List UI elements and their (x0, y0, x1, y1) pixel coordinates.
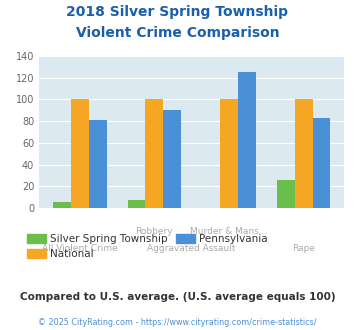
Text: Robbery: Robbery (136, 227, 173, 236)
Text: © 2025 CityRating.com - https://www.cityrating.com/crime-statistics/: © 2025 CityRating.com - https://www.city… (38, 318, 317, 327)
Text: 2018 Silver Spring Township: 2018 Silver Spring Township (66, 5, 289, 19)
Bar (146, 99, 163, 208)
Text: Murder & Mans...: Murder & Mans... (190, 227, 268, 236)
Bar (295, 99, 312, 208)
Text: Violent Crime Comparison: Violent Crime Comparison (76, 26, 279, 40)
Text: Compared to U.S. average. (U.S. average equals 100): Compared to U.S. average. (U.S. average … (20, 292, 335, 302)
Legend: Silver Spring Township, National, Pennsylvania: Silver Spring Township, National, Pennsy… (23, 230, 272, 263)
Bar (127, 200, 146, 208)
Bar (89, 120, 106, 208)
Bar (53, 203, 71, 208)
Text: All Violent Crime: All Violent Crime (42, 244, 118, 253)
Text: Aggravated Assault: Aggravated Assault (147, 244, 236, 253)
Bar (277, 180, 295, 208)
Text: Rape: Rape (292, 244, 315, 253)
Bar (71, 99, 89, 208)
Bar (163, 110, 181, 208)
Bar (238, 72, 256, 208)
Bar (220, 99, 238, 208)
Bar (312, 118, 331, 208)
